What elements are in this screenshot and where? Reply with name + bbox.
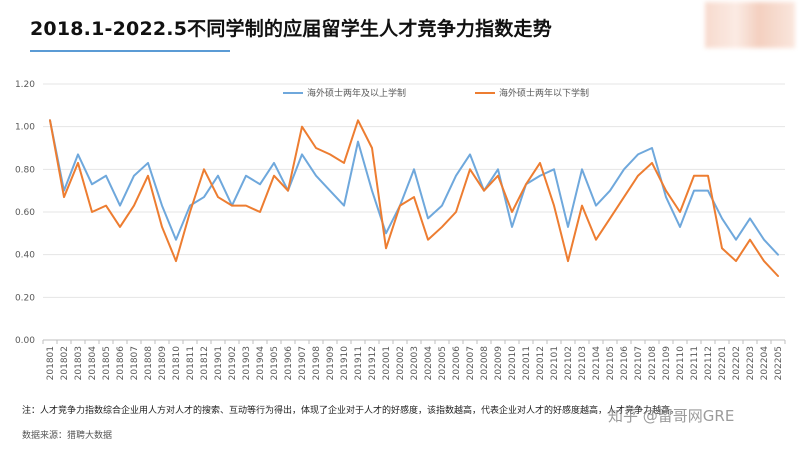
data-source: 数据来源：猎聘大数据 [22,431,113,441]
series-line-1 [49,119,779,256]
x-tick-label: 201801 [46,346,56,380]
x-tick-label: 201905 [270,346,280,380]
x-tick-label: 201906 [284,346,294,381]
y-tick-label: 1.00 [15,123,35,133]
page-title: 2018.1-2022.5不同学制的应届留学生人才竞争力指数走势 [30,18,552,40]
x-tick-label: 202005 [438,346,448,380]
x-tick-label: 201812 [200,346,210,380]
x-tick-label: 202101 [550,346,560,380]
x-tick-label: 202111 [690,346,700,380]
x-tick-label: 202112 [704,346,714,380]
x-tick-label: 202002 [396,346,406,380]
x-tick-label: 202009 [494,346,504,381]
x-tick-label: 202102 [564,346,574,380]
x-tick-label: 202004 [424,346,434,381]
x-tick-label: 201911 [354,346,364,380]
x-tick-label: 201908 [312,346,322,381]
x-tick-label: 201810 [172,346,182,381]
line-chart: 0.000.200.400.600.801.001.20 201801 20180… [15,80,786,381]
x-tick-label: 201802 [60,346,70,380]
y-tick-label: 0.60 [15,208,35,218]
title-underline [30,50,230,52]
x-tick-label: 202007 [466,346,476,380]
x-tick-label: 202003 [410,346,420,380]
x-tick-label: 201902 [228,346,238,380]
x-tick-label: 201910 [340,346,350,381]
x-tick-label: 202202 [732,346,742,380]
y-axis: 0.00 0.20 0.40 0.60 0.80 1.00 1.20 [15,80,35,346]
x-tick-label: 201903 [242,346,252,380]
x-tick-label: 202103 [578,346,588,380]
x-tick-label: 202203 [746,346,756,380]
x-tick-label: 201811 [186,346,196,380]
x-tick-label: 202010 [508,346,518,381]
y-tick-label: 1.20 [15,80,35,90]
x-tick-label: 201806 [116,346,126,381]
y-tick-label: 0.80 [15,165,35,175]
x-tick-label: 202012 [536,346,546,380]
x-tick-label: 202110 [676,346,686,381]
y-tick-label: 0.00 [15,336,35,346]
x-tick-label: 201805 [102,346,112,380]
footnote: 注：人才竞争力指数综合企业用人方对人才的搜索、互动等行为得出，体现了企业对于人才… [22,406,680,416]
x-tick-label: 201807 [130,346,140,380]
x-tick-label: 202201 [718,346,728,380]
x-tick-label: 202008 [480,346,490,381]
y-tick-label: 0.20 [15,293,35,303]
legend: 海外硕士两年及以上学制 海外硕士两年以下学制 [283,87,589,99]
x-tick-label: 202106 [620,346,630,381]
y-tick-label: 0.40 [15,251,35,261]
series-layer [49,119,779,277]
x-tick-label: 202108 [648,346,658,381]
series-line-2 [49,119,779,277]
x-tick-label: 202006 [452,346,462,381]
x-tick-label: 202109 [662,346,672,381]
x-tick-label: 202104 [592,346,602,381]
blurred-logo [705,2,795,48]
x-tick-label: 202204 [760,346,770,381]
legend-label: 海外硕士两年以下学制 [499,87,589,99]
x-tick-label: 201909 [326,346,336,381]
x-tick-label: 201808 [144,346,154,381]
x-tick-label: 201809 [158,346,168,381]
x-tick-label: 201804 [88,346,98,381]
x-tick-label: 201901 [214,346,224,380]
x-tick-label: 202105 [606,346,616,380]
x-tick-label: 201907 [298,346,308,380]
legend-label: 海外硕士两年及以上学制 [307,87,406,99]
x-axis: 201801 201802 201803 201804 201805 201806 2018… [42,340,786,381]
x-tick-label: 201803 [74,346,84,380]
x-tick-label: 201904 [256,346,266,381]
x-tick-label: 202205 [774,346,784,380]
x-tick-label: 201912 [368,346,378,380]
grid-layer [43,83,785,341]
x-tick-label: 202011 [522,346,532,380]
x-tick-label: 202107 [634,346,644,380]
x-tick-label: 202001 [382,346,392,380]
watermark: 知乎 @留哥网GRE [608,407,735,425]
